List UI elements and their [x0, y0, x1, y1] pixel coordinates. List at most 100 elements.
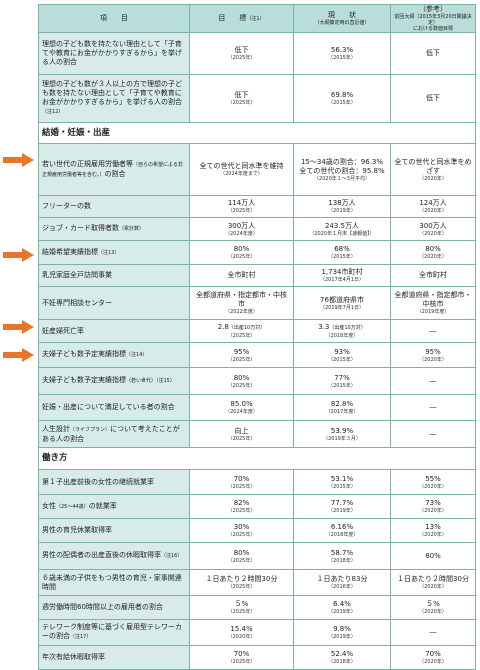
current-cell: 82.8% （2017年度）	[293, 394, 391, 421]
table-row: 乳児家庭全戸訪問事業 全市町村 1,734市町村 （2017年4月1日） 全市町村	[38, 264, 476, 287]
section-heading-row: 結婚・妊娠・出産	[38, 122, 476, 144]
reference-cell: 73% （2020年）	[390, 494, 476, 519]
reference-cell: ―	[390, 319, 476, 343]
table-row: 妊産婦死亡率 2.8（出産10万対） （2025年） 3.3（出産10万対） （20…	[38, 319, 476, 343]
current-cell: 56.3% （2015年）	[293, 32, 391, 75]
row-label: 第１子出産前後の女性の継続就業率	[38, 469, 190, 495]
target-cell: 85.0% （2024年度）	[189, 394, 294, 421]
row-label: 週労働時間60時間以上の雇用者の割合	[38, 595, 190, 620]
target-cell: 82% （2025年）	[189, 494, 294, 519]
current-cell: 15～34歳の割合：96.3% 全ての世代の割合：95.8% （2020年１～3月平…	[293, 143, 391, 196]
row-label: 男性の配偶者の出産直後の休暇取得率（注16）	[38, 542, 190, 570]
row-label: 年次有給休暇取得率	[38, 645, 190, 670]
reference-cell: １日あたり２時間30分 （2020年）	[390, 569, 476, 596]
reference-cell: 55% （2020年）	[390, 469, 476, 495]
header-item: 項 目	[38, 4, 190, 33]
header-reference: （参考） 前回大綱（2015年3月20日閣議決定） における数値目標	[390, 4, 476, 33]
table-row: テレワーク制度等に基づく雇用型テレワーカーの割合（注17） 15.4% （2020…	[38, 619, 476, 646]
row-label: 夫婦子ども数予定実績指標（注14）	[38, 342, 190, 368]
row-label: テレワーク制度等に基づく雇用型テレワーカーの割合（注17）	[38, 619, 190, 646]
current-cell: 52.4% （2018年）	[293, 645, 391, 670]
current-cell: 3.3（出産10万対） （2018年度）	[293, 319, 391, 343]
current-cell: 243.5万人 （2020年１月末【速報値】）	[293, 217, 391, 241]
reference-cell: 80% （2020年）	[390, 240, 476, 265]
table-row: 年次有給休暇取得率 70% （2025年） 52.4% （2018年） 70% （20…	[38, 645, 476, 670]
target-cell: 全都道府県・指定都市・中核市 （2022年度）	[189, 286, 294, 320]
table-row: 理想の子ども数が３人以上の方で理想の子ども数を持たない理由として「子育てや教育に…	[38, 74, 476, 123]
current-cell: 6.4% （2019年）	[293, 595, 391, 620]
target-cell: 95% （2025年）	[189, 342, 294, 368]
row-label: 結婚希望実績指標（注13）	[38, 240, 190, 265]
target-cell: 80% （2025年）	[189, 367, 294, 395]
target-cell: 114万人 （2025年）	[189, 195, 294, 218]
arrow-marriage-hope	[3, 248, 35, 262]
target-cell: 低下 （2025年）	[189, 32, 294, 75]
current-cell: 76都道府県市 （2019年7月1日）	[293, 286, 391, 320]
row-label: 女性（25～44歳）の就業率	[38, 494, 190, 519]
current-cell: 77% （2015年）	[293, 367, 391, 395]
reference-cell: 全都道府県・指定都市・中核市 （2019年度）	[390, 286, 476, 320]
table-row: ６歳未満の子供をもつ男性の育児・家事関連時間 １日あたり２時間30分 （2025年…	[38, 569, 476, 596]
target-cell: 70% （2025年）	[189, 645, 294, 670]
reference-cell: ５% （2020年）	[390, 595, 476, 620]
reference-cell: 全ての世代と同水準をめざす （2020年）	[390, 143, 476, 196]
header-row: 項 目 目 標（注1） 現 状（大綱策定時の直近値） （参考） 前回大綱（2015…	[38, 4, 476, 33]
target-cell: 80% （2025年）	[189, 542, 294, 570]
reference-cell: 95% （2020年）	[390, 342, 476, 368]
target-cell: 80% （2025年）	[189, 240, 294, 265]
reference-cell: 300万人 （2020年）	[390, 217, 476, 241]
target-cell: 30% （2025年）	[189, 518, 294, 543]
row-label: 乳児家庭全戸訪問事業	[38, 264, 190, 287]
current-cell: 69.8% （2015年）	[293, 74, 391, 123]
current-cell: 138万人 （2019年）	[293, 195, 391, 218]
current-cell: 77.7% （2019年）	[293, 494, 391, 519]
reference-cell: ―	[390, 367, 476, 395]
arrow-young-regular-workers	[3, 153, 35, 167]
row-label: 理想の子ども数を持たない理由として「子育てや教育にお金がかかりすぎるから」を挙げ…	[38, 32, 190, 75]
current-cell: 6.16% （2018年度）	[293, 518, 391, 543]
table-row: 第１子出産前後の女性の継続就業率 70% （2025年） 53.1% （2015年）…	[38, 469, 476, 495]
table-row: 夫婦子ども数予定実績指標（若い世代）（注15） 80% （2025年） 77% （2…	[38, 367, 476, 395]
reference-cell: 124万人 （2020年）	[390, 195, 476, 218]
row-label: 不妊専門相談センター	[38, 286, 190, 320]
row-label: 若い世代の正規雇用労働者等（自らの希望による非正規雇用労働者等を含む。）の割合	[38, 143, 190, 196]
targets-table: 項 目 目 標（注1） 現 状（大綱策定時の直近値） （参考） 前回大綱（2015…	[38, 4, 476, 670]
header-target: 目 標（注1）	[189, 4, 294, 33]
row-label: 夫婦子ども数予定実績指標（若い世代）（注15）	[38, 367, 190, 395]
row-label: ジョブ・カード取得者数（累計数）	[38, 217, 190, 241]
row-label: 人生設計（ライフプラン）について考えたことがある人の割合	[38, 420, 190, 448]
row-label: 男性の育児休業取得率	[38, 518, 190, 543]
table-row: フリーターの数 114万人 （2025年） 138万人 （2019年） 124万人（…	[38, 195, 476, 218]
table-row: 若い世代の正規雇用労働者等（自らの希望による非正規雇用労働者等を含む。）の割合 …	[38, 143, 476, 196]
target-cell: 15.4% （2020年）	[189, 619, 294, 646]
reference-cell: ―	[390, 420, 476, 448]
row-label: 理想の子ども数が３人以上の方で理想の子ども数を持たない理由として「子育てや教育に…	[38, 74, 190, 123]
target-cell: 全市町村	[189, 264, 294, 287]
current-cell: 53.1% （2015年）	[293, 469, 391, 495]
table-row: 理想の子ども数を持たない理由として「子育てや教育にお金がかかりすぎるから」を挙げ…	[38, 32, 476, 75]
reference-cell: 全市町村	[390, 264, 476, 287]
table-row: ジョブ・カード取得者数（累計数） 300万人 （2024年度） 243.5万人 （2…	[38, 217, 476, 241]
table-row: 男性の配偶者の出産直後の休暇取得率（注16） 80% （2025年） 58.7% （…	[38, 542, 476, 570]
current-cell: 58.7% （2018年）	[293, 542, 391, 570]
target-cell: ５% （2025年）	[189, 595, 294, 620]
row-label: 妊産婦死亡率	[38, 319, 190, 343]
section-marriage: 結婚・妊娠・出産	[38, 122, 476, 144]
current-cell: 9.8% （2019年）	[293, 619, 391, 646]
reference-cell: 80%	[390, 542, 476, 570]
target-cell: 向上 （2025年）	[189, 420, 294, 448]
table-row: 女性（25～44歳）の就業率 82% （2025年） 77.7% （2019年） 7…	[38, 494, 476, 519]
target-cell: 低下 （2025年）	[189, 74, 294, 123]
table-row: 結婚希望実績指標（注13） 80% （2025年） 68% （2015年） 80% （…	[38, 240, 476, 265]
reference-cell: ―	[390, 619, 476, 646]
header-current: 現 状（大綱策定時の直近値）	[293, 4, 391, 33]
reference-cell: ―	[390, 394, 476, 421]
current-cell: 1,734市町村 （2017年4月1日）	[293, 264, 391, 287]
current-cell: 93% （2015年）	[293, 342, 391, 368]
reference-cell: 13% （2020年）	[390, 518, 476, 543]
row-label: ６歳未満の子供をもつ男性の育児・家事関連時間	[38, 569, 190, 596]
table-row: 夫婦子ども数予定実績指標（注14） 95% （2025年） 93% （2015年） …	[38, 342, 476, 368]
target-cell: 全ての世代と同水準を維持 （2024年度まで）	[189, 143, 294, 196]
table-row: 妊娠・出産について満足している者の割合 85.0% （2024年度） 82.8% （…	[38, 394, 476, 421]
